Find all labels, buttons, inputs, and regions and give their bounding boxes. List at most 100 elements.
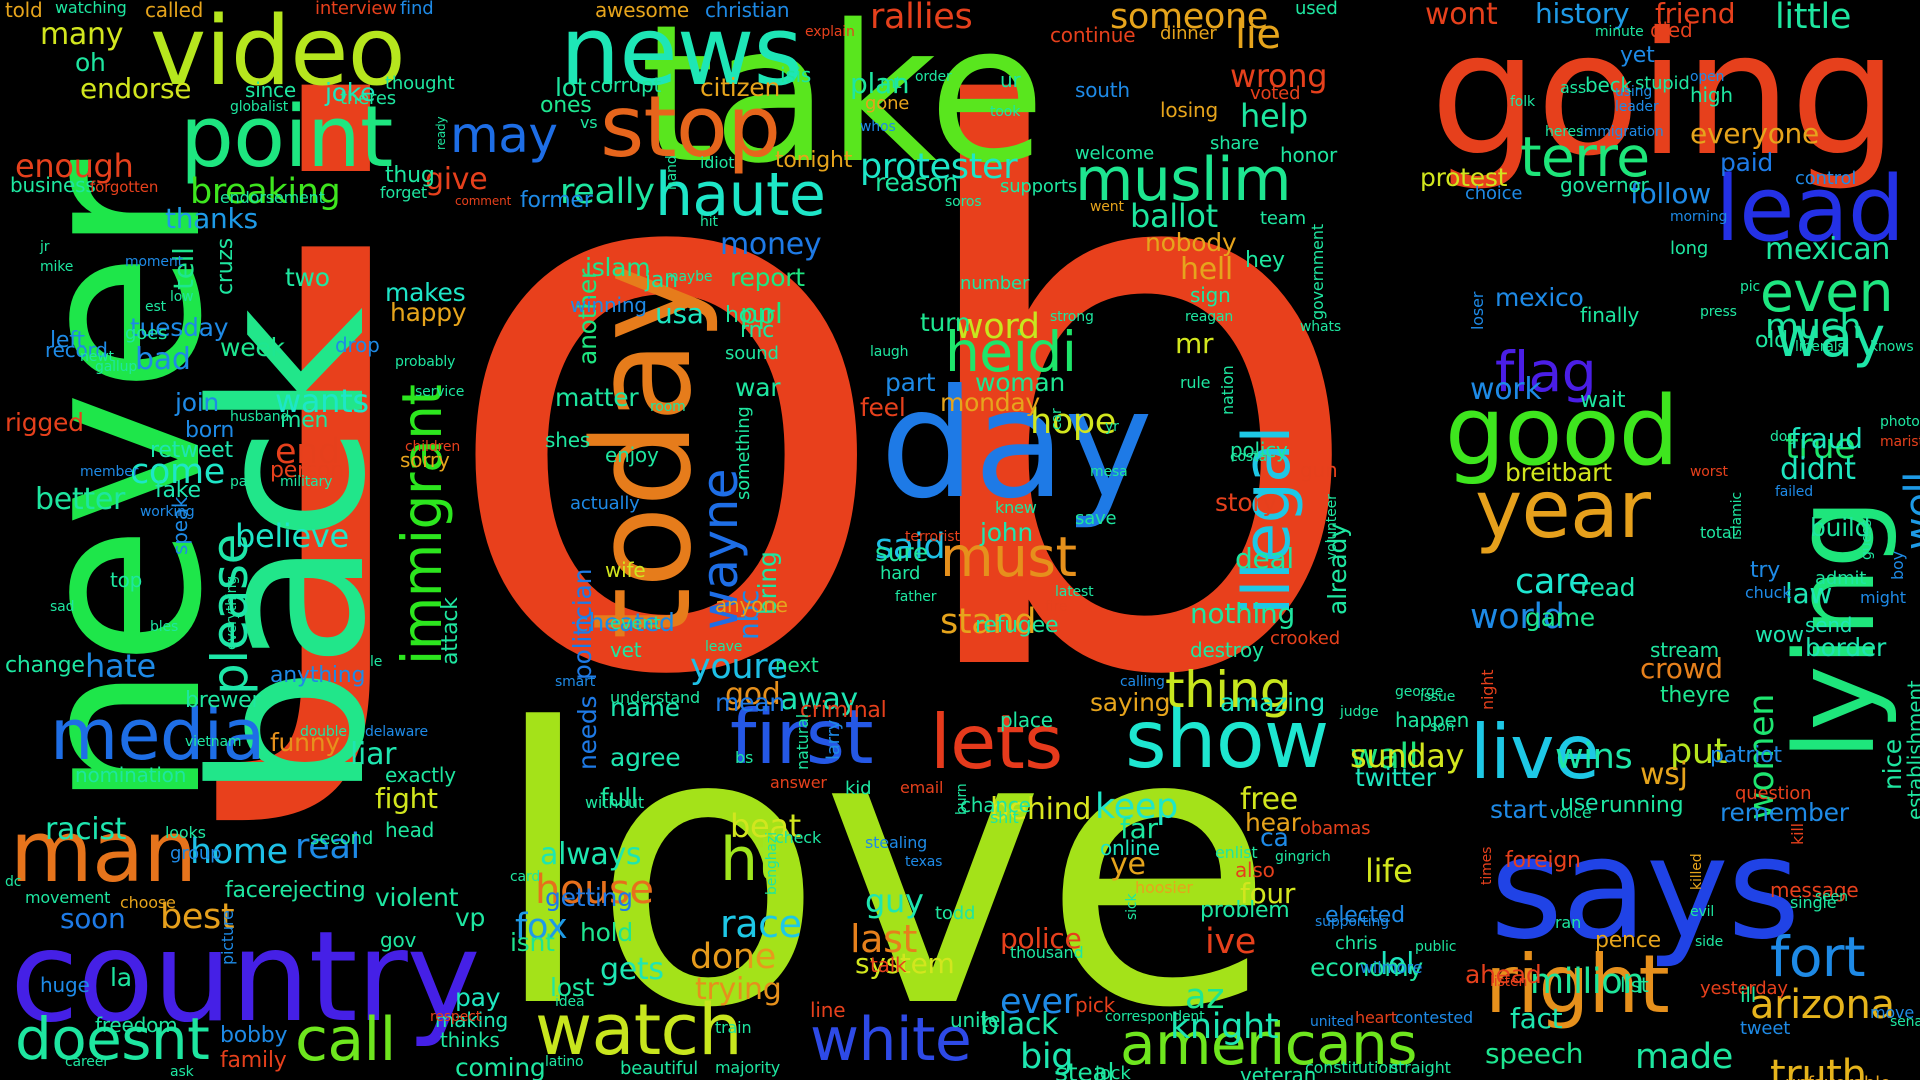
word-running: running xyxy=(1600,793,1684,818)
word-word: word xyxy=(955,307,1040,347)
word-muslim: muslim xyxy=(1075,145,1292,215)
word-retweet: retweet xyxy=(150,438,233,463)
word-try: try xyxy=(1750,558,1781,583)
word-stream: stream xyxy=(1650,638,1719,662)
word-calling: calling xyxy=(1120,674,1165,690)
word-bs: bs xyxy=(735,748,754,767)
word-reason: reason xyxy=(875,168,959,197)
word-dinner: dinner xyxy=(1160,23,1217,44)
word-business: business xyxy=(10,173,96,197)
word-much: much xyxy=(1765,307,1862,347)
word-person: person xyxy=(270,458,345,483)
word-son: son xyxy=(1430,719,1455,735)
word-refugee: refugee xyxy=(975,613,1059,638)
word-wait: wait xyxy=(1580,388,1626,413)
word-check: check xyxy=(775,828,822,847)
word-united: united xyxy=(1310,1014,1354,1030)
word-explain: explain xyxy=(805,24,855,40)
word-cheated: cheated xyxy=(575,608,675,637)
word-wilmore: wilmore xyxy=(1360,958,1423,977)
word-stand: stand xyxy=(940,602,1037,642)
word-well: well xyxy=(1897,472,1920,550)
word-beautiful: beautiful xyxy=(620,1058,699,1079)
word-exactly: exactly xyxy=(385,763,456,787)
word-whos: whos xyxy=(860,119,896,135)
word-jan: jan xyxy=(645,268,678,293)
word-terre: terre xyxy=(1520,125,1650,189)
word-pay: pay xyxy=(455,983,501,1012)
word-minute: minute xyxy=(1595,24,1644,40)
word-life: life xyxy=(1365,852,1413,890)
word-care: care xyxy=(1515,562,1590,602)
word-anyone: anyone xyxy=(715,593,788,617)
word-finally: finally xyxy=(1580,303,1640,327)
word-picture: picture xyxy=(218,910,237,965)
word-yr: yr xyxy=(1105,419,1119,435)
word-islamic: islamic xyxy=(1729,492,1745,540)
word-used: used xyxy=(1295,0,1338,19)
word-losing: losing xyxy=(1160,98,1218,122)
word-problem: problem xyxy=(1200,898,1290,923)
word-answer: answer xyxy=(770,773,827,792)
word-military: military xyxy=(280,474,333,490)
word-actually: actually xyxy=(570,493,640,514)
word-thug: thug xyxy=(385,163,435,188)
word-hand: hand xyxy=(664,155,680,190)
word-done: done xyxy=(690,937,776,977)
word-since: since xyxy=(245,78,296,102)
word-evil: evil xyxy=(1690,904,1715,920)
word-larry: larry xyxy=(823,719,844,760)
word-message: message xyxy=(1770,878,1859,902)
word-knows: knows xyxy=(1870,339,1914,355)
word-hit: hit xyxy=(700,214,718,230)
word-hoosier: hoosier xyxy=(1135,878,1193,897)
word-record: record xyxy=(45,338,108,362)
word-enlist: enlist xyxy=(1215,843,1258,862)
word-benghazi: benghazi xyxy=(764,832,780,895)
word-pic: pic xyxy=(1740,279,1761,295)
word-head: head xyxy=(385,818,435,842)
word-show: show xyxy=(1125,693,1329,786)
word-anything: anything xyxy=(270,663,366,688)
word-double: double xyxy=(300,724,347,740)
word-change: change xyxy=(5,653,85,678)
word-best: best xyxy=(160,897,235,937)
word-rigged: rigged xyxy=(5,408,84,437)
word-may: may xyxy=(450,106,558,164)
word-racist: racist xyxy=(45,812,127,847)
word-wants: wants xyxy=(275,382,369,420)
word-two: two xyxy=(285,263,330,292)
word-boy: boy xyxy=(1888,551,1907,580)
word-gov: gov xyxy=(380,928,417,952)
word-tuesday: tuesday xyxy=(130,313,229,342)
word-maybe: maybe xyxy=(665,269,713,285)
word-home: home xyxy=(190,832,288,872)
word-press: press xyxy=(1700,304,1737,320)
word-marist: marist xyxy=(1880,434,1920,450)
word-lets: lets xyxy=(930,698,1063,786)
word-many: many xyxy=(40,17,124,52)
word-ones: ones xyxy=(540,93,592,118)
word-straight: straight xyxy=(1390,1058,1451,1077)
word-take: take xyxy=(640,0,1045,205)
word-latest: latest xyxy=(1055,584,1094,600)
word-lock: lock xyxy=(1095,1063,1131,1080)
word-law: law xyxy=(1785,577,1832,610)
word-fox: fox xyxy=(515,907,568,947)
word-policy: policy xyxy=(1230,438,1288,462)
word-gingrich: gingrich xyxy=(1275,849,1331,865)
word-chris: chris xyxy=(1335,933,1378,954)
word-good: good xyxy=(1445,377,1679,487)
word-government: government xyxy=(1308,224,1327,320)
word-tweet: tweet xyxy=(1740,1018,1791,1039)
word-goes: goes xyxy=(125,323,168,344)
word-talk: talk xyxy=(870,953,907,977)
word-twitter: twitter xyxy=(1355,763,1436,792)
word-friend: friend xyxy=(1655,0,1736,30)
word-bles: bles xyxy=(150,619,179,635)
word-might: might xyxy=(1860,588,1906,607)
word-sure: sure xyxy=(875,538,928,567)
word-old: old xyxy=(1755,328,1788,353)
word-americans: americans xyxy=(1120,1010,1417,1078)
word-gallup: gallup xyxy=(95,359,138,375)
